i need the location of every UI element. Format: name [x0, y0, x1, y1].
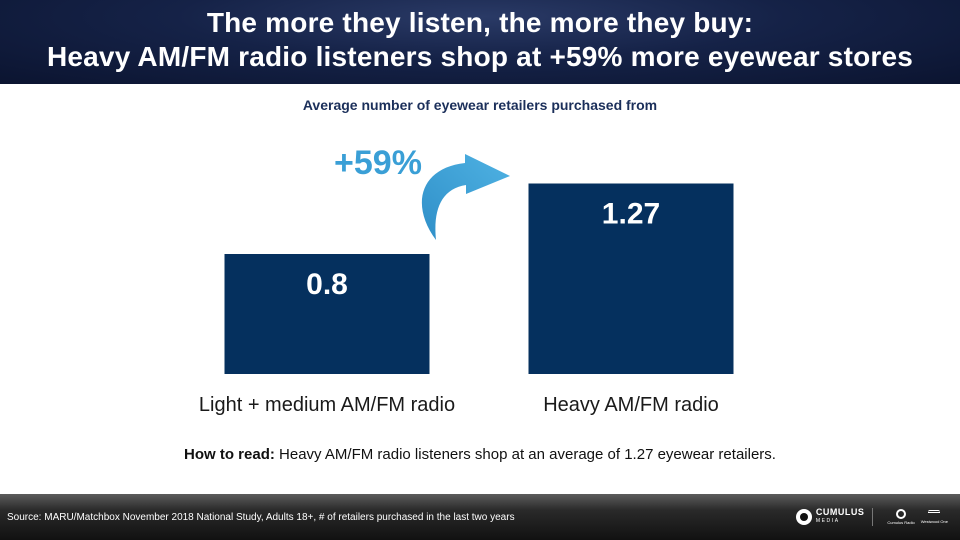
how-to-read-text: Heavy AM/FM radio listeners shop at an a… [274, 446, 776, 463]
footer-bar: Source: MARU/Matchbox November 2018 Nati… [0, 494, 960, 540]
bar-value-label-1: 0.8 [306, 268, 348, 301]
how-to-read: How to read: Heavy AM/FM radio listeners… [0, 446, 960, 463]
bar-1 [224, 254, 430, 374]
cumulus-radio-logo-text: Cumulus Radio [887, 520, 915, 525]
bar-chart: 0.8 Light + medium AM/FM radio 1.27 Heavy A… [199, 144, 734, 416]
headline-line-2: Heavy AM/FM radio listeners shop at +59%… [46, 41, 914, 72]
category-label-1: Light + medium AM/FM radio [199, 394, 455, 416]
logo-group: CUMULUS MEDIA Cumulus Radio Westwood One [795, 506, 948, 528]
how-to-read-label: How to read: [184, 446, 275, 463]
westwood-one-logo: Westwood One [921, 510, 948, 524]
cumulus-logo-subtext: MEDIA [815, 518, 840, 524]
cumulus-logo-text: CUMULUS [815, 507, 865, 517]
source-note: Source: MARU/Matchbox November 2018 Nati… [7, 512, 515, 523]
westwood-one-logo-icon [928, 510, 941, 518]
cumulus-logo-icon [795, 509, 812, 525]
bar-value-label-2: 1.27 [602, 198, 660, 231]
westwood-one-logo-text: Westwood One [920, 519, 948, 524]
cumulus-radio-logo: Cumulus Radio [887, 509, 915, 525]
chart-title: Average number of eyewear retailers purc… [302, 97, 658, 113]
cumulus-radio-logo-icon [896, 509, 907, 519]
bar-2 [528, 183, 734, 374]
growth-annotation: +59% [334, 144, 422, 182]
logo-divider [872, 508, 874, 526]
headline-line-1: The more they listen, the more they buy: [206, 7, 754, 38]
title-banner: The more they listen, the more they buy:… [0, 0, 960, 84]
category-label-2: Heavy AM/FM radio [543, 394, 719, 416]
cumulus-logo: CUMULUS MEDIA [795, 507, 865, 526]
growth-arrow-icon [421, 154, 510, 240]
